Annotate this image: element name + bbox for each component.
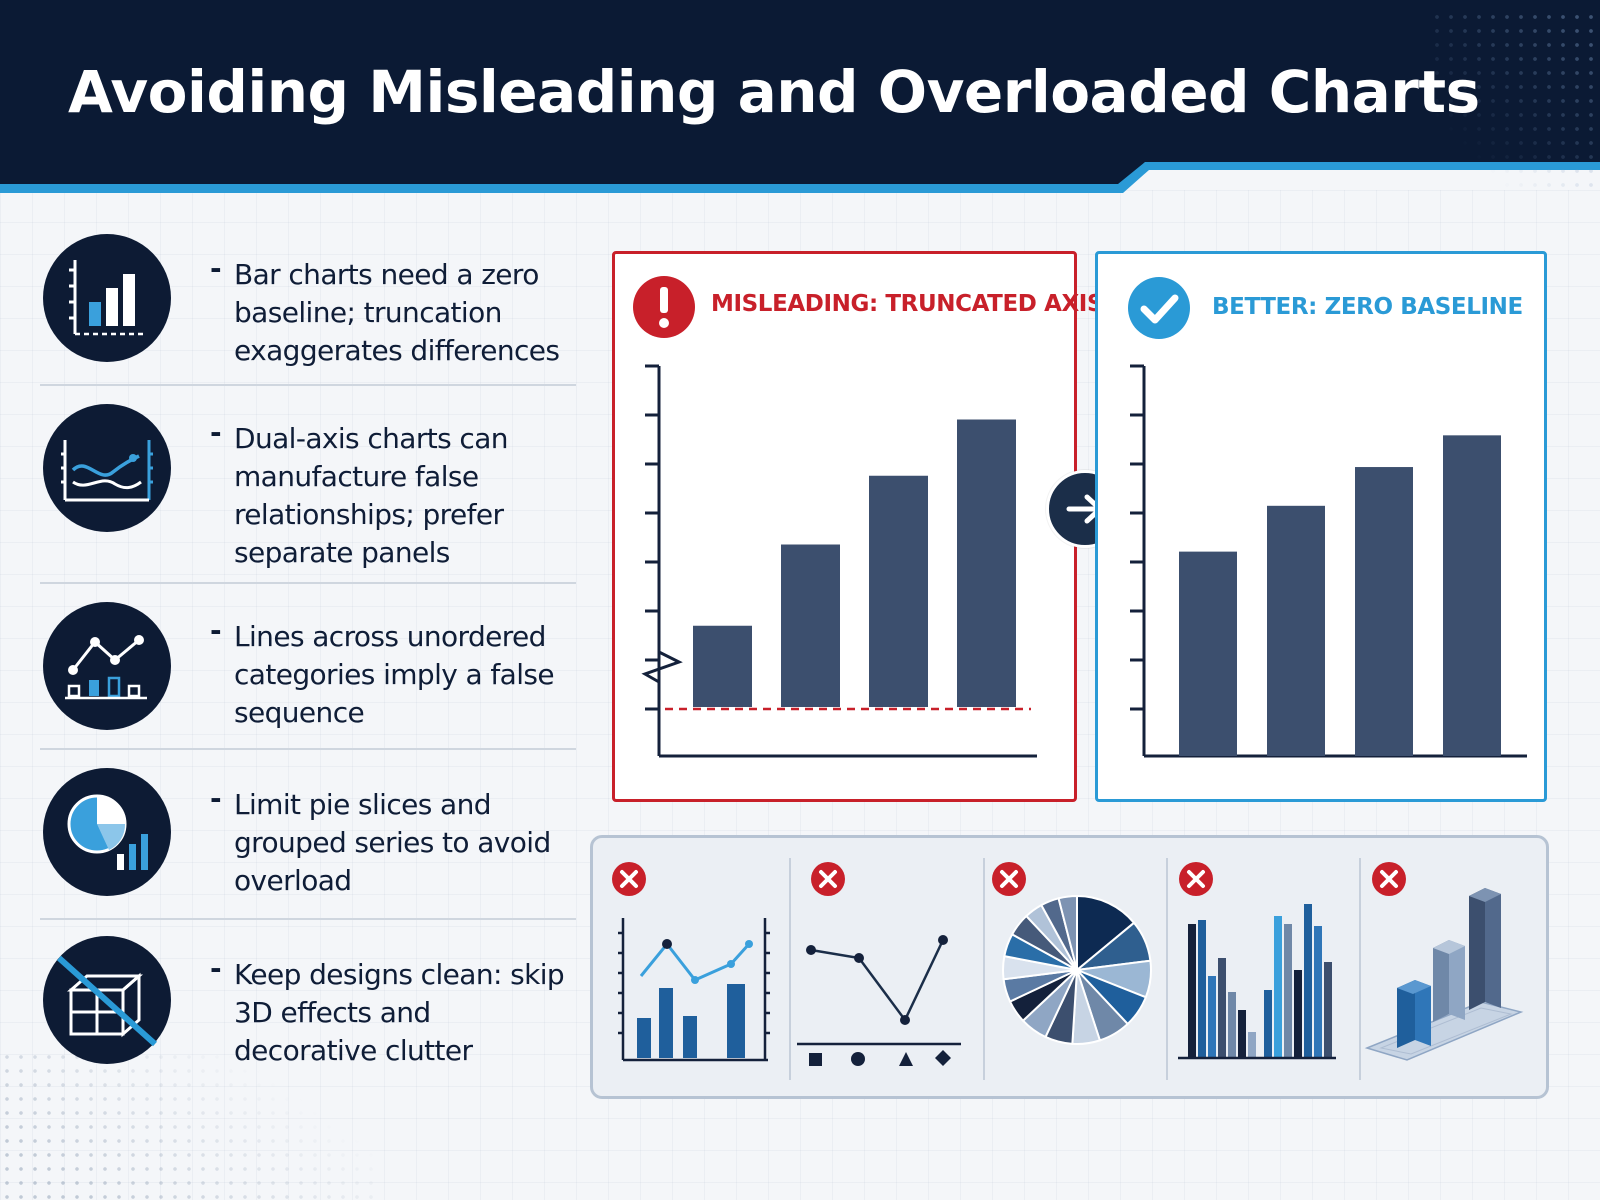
divider: [40, 918, 576, 920]
pie-slice: [1076, 894, 1136, 973]
divider: [789, 858, 791, 1080]
exclamation-icon: [633, 276, 695, 338]
tip-text: Lines across unordered categories imply …: [234, 620, 555, 729]
divider: [40, 384, 576, 386]
x-mark-icon: [992, 862, 1026, 896]
bullet-dash: -: [210, 252, 222, 285]
bullet-dash: -: [210, 416, 222, 449]
bad-example-3d-bars: [1361, 838, 1546, 1096]
bar: [1228, 992, 1236, 1058]
grouped-bar-chart: [1188, 904, 1332, 1058]
bar: [693, 625, 752, 707]
bar: [1314, 926, 1322, 1058]
tip-text: Keep designs clean: skip 3D effects and …: [234, 958, 565, 1067]
bad-example-grouped-bars: [1168, 838, 1359, 1096]
pie-slice: [1057, 894, 1078, 971]
page-title: Avoiding Misleading and Overloaded Chart…: [68, 58, 1480, 126]
divider: [983, 858, 985, 1080]
better-label: BETTER: ZERO BASELINE: [1212, 294, 1523, 320]
bar: [1324, 962, 1332, 1058]
bar: [1304, 904, 1312, 1058]
pie-and-bars-icon: [43, 768, 171, 896]
bad-examples-strip: [590, 835, 1549, 1099]
bar: [1208, 976, 1216, 1058]
bar: [1198, 920, 1206, 1058]
x-mark-icon: [811, 862, 845, 896]
bar: [869, 475, 928, 707]
bad-example-overloaded-pie: [985, 838, 1166, 1096]
bar: [1179, 551, 1237, 756]
divider: [1359, 858, 1361, 1080]
better-panel: BETTER: ZERO BASELINE: [1095, 251, 1547, 802]
checkmark-icon: [1128, 277, 1190, 339]
bullet-dash: -: [210, 782, 222, 815]
bar: [1267, 505, 1325, 756]
divider: [1166, 858, 1168, 1080]
bar: [1274, 916, 1282, 1058]
background-dots: [0, 1050, 380, 1200]
misleading-panel: MISLEADING: TRUNCATED AXIS: [612, 251, 1104, 802]
bar: [1284, 924, 1292, 1058]
bad-example-line-categories: [791, 838, 983, 1096]
pie-chart: [1002, 894, 1152, 1045]
bar: [1248, 1032, 1256, 1058]
x-mark-icon: [1372, 862, 1406, 896]
x-mark-icon: [1179, 862, 1213, 896]
line-over-categories-icon: [43, 602, 171, 730]
zero-baseline-chart: [1128, 277, 1527, 758]
bar: [1188, 924, 1196, 1058]
axis-break-icon: [641, 650, 683, 684]
truncated-axis-chart: [633, 276, 1037, 758]
bar: [1264, 990, 1272, 1058]
bar: [1355, 467, 1413, 756]
divider: [40, 582, 576, 584]
bad-example-dual-axis: [593, 838, 789, 1096]
bar: [781, 544, 840, 707]
no-3d-cube-icon: [43, 936, 171, 1064]
bar: [1443, 435, 1501, 756]
tip-text: Limit pie slices and grouped series to a…: [234, 788, 551, 897]
divider: [40, 748, 576, 750]
bar: [1238, 1010, 1246, 1058]
bar: [1294, 970, 1302, 1058]
tip-text: Dual-axis charts can manufacture false r…: [234, 422, 509, 569]
bullet-dash: -: [210, 952, 222, 985]
tip-text: Bar charts need a zero baseline; truncat…: [234, 258, 560, 367]
bullet-dash: -: [210, 614, 222, 647]
bar: [957, 419, 1016, 707]
x-mark-icon: [612, 862, 646, 896]
dual-axis-chart-icon: [43, 404, 171, 532]
bar-chart-baseline-icon: [43, 234, 171, 362]
header-shape: [0, 0, 1600, 193]
misleading-label: MISLEADING: TRUNCATED AXIS: [711, 291, 1104, 317]
header-banner: Avoiding Misleading and Overloaded Chart…: [0, 0, 1600, 196]
header-dots: [1430, 10, 1600, 190]
bar: [1218, 958, 1226, 1058]
